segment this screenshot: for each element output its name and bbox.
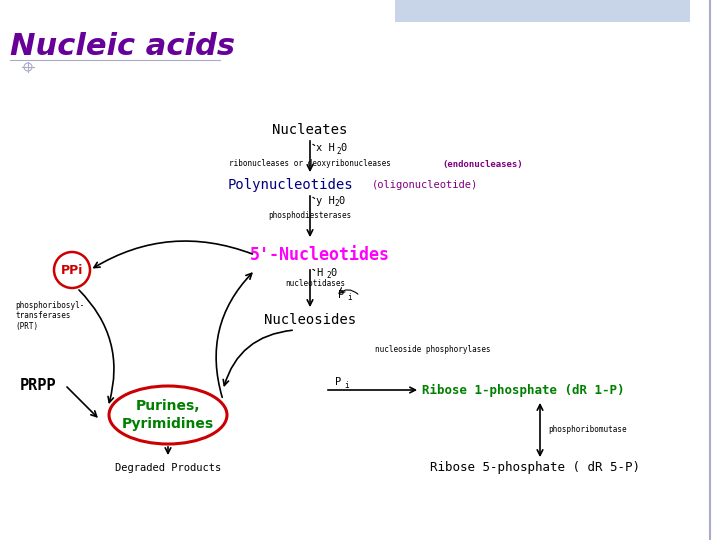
- Text: i: i: [347, 294, 351, 302]
- Text: PRPP: PRPP: [20, 377, 56, 393]
- Text: P: P: [335, 377, 341, 387]
- Text: Ribose 5-phosphate ( dR 5-P): Ribose 5-phosphate ( dR 5-P): [430, 462, 640, 475]
- Text: 0: 0: [330, 268, 336, 278]
- Text: Nucleosides: Nucleosides: [264, 313, 356, 327]
- Text: Nucleic acids: Nucleic acids: [10, 32, 235, 61]
- Text: 0: 0: [340, 143, 346, 153]
- Text: x H: x H: [316, 143, 335, 153]
- Circle shape: [54, 252, 90, 288]
- Text: 2: 2: [326, 272, 330, 280]
- Ellipse shape: [109, 386, 227, 444]
- Text: phosphoribomutase: phosphoribomutase: [548, 424, 626, 434]
- Text: Pyrimidines: Pyrimidines: [122, 417, 214, 431]
- Text: 2: 2: [334, 199, 338, 208]
- Text: Polynucleotides: Polynucleotides: [228, 178, 353, 192]
- Text: P: P: [338, 290, 344, 300]
- Text: 0: 0: [338, 196, 344, 206]
- Text: Degraded Products: Degraded Products: [115, 463, 221, 473]
- Text: (oligonucleotide): (oligonucleotide): [372, 180, 478, 190]
- Text: transferases: transferases: [15, 312, 71, 321]
- Text: Purines,: Purines,: [136, 399, 200, 413]
- Bar: [395, 0, 690, 22]
- Text: Nucleates: Nucleates: [272, 123, 348, 137]
- Text: phosphoribosyl-: phosphoribosyl-: [15, 300, 84, 309]
- Text: (endonucleases): (endonucleases): [442, 159, 523, 168]
- Text: nucleoside phosphorylases: nucleoside phosphorylases: [375, 346, 490, 354]
- Text: phosphodiesterases: phosphodiesterases: [269, 211, 351, 219]
- Text: 2: 2: [336, 146, 341, 156]
- Text: 5'-Nucleotides: 5'-Nucleotides: [250, 246, 390, 264]
- Text: (PRT): (PRT): [15, 322, 38, 332]
- Text: i: i: [344, 381, 348, 389]
- Text: PPi: PPi: [60, 264, 84, 276]
- Text: y H: y H: [316, 196, 335, 206]
- Text: Ribose 1-phosphate (dR 1-P): Ribose 1-phosphate (dR 1-P): [422, 383, 624, 396]
- Text: ribonucleases or deoxyribonucleases: ribonucleases or deoxyribonucleases: [229, 159, 391, 168]
- Text: nucleotidases: nucleotidases: [285, 279, 345, 287]
- Text: H: H: [316, 268, 323, 278]
